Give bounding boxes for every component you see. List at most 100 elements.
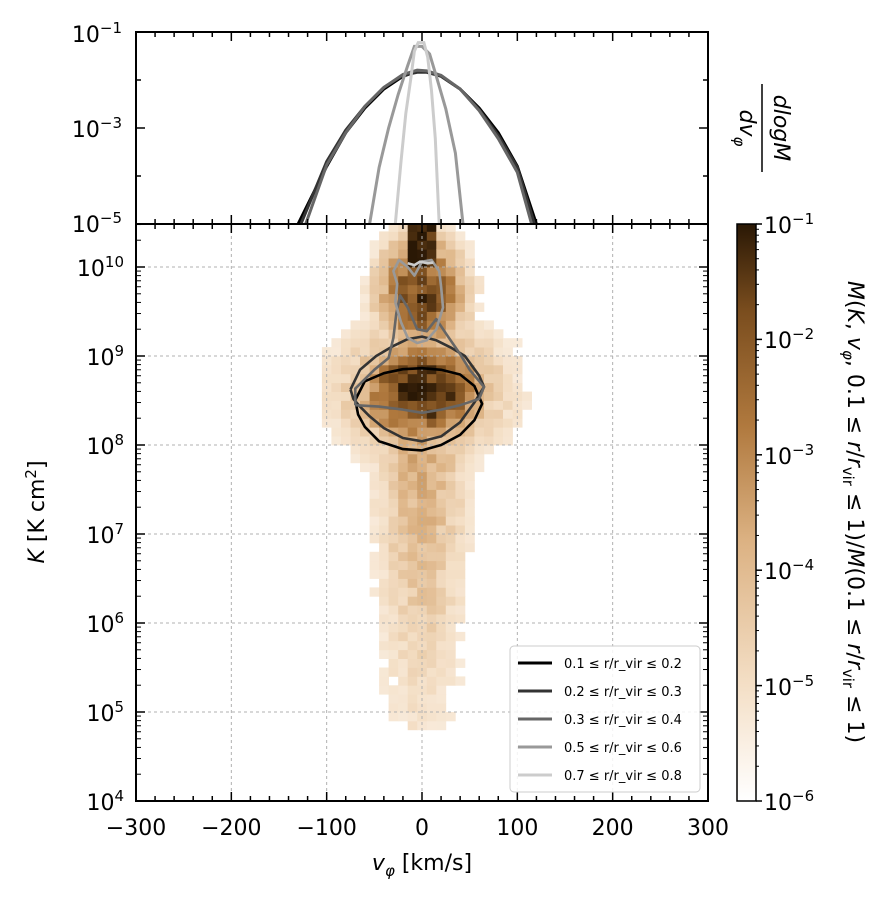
heatmap-bin — [407, 649, 418, 659]
heatmap-bin — [464, 418, 475, 428]
heatmap-bin — [407, 560, 418, 570]
heatmap-bin — [455, 525, 466, 535]
heatmap-bin — [407, 720, 418, 731]
heatmap-bin — [436, 587, 447, 597]
heatmap-bin — [407, 703, 418, 713]
heatmap-bin — [388, 400, 399, 410]
heatmap-bin — [398, 542, 409, 553]
heatmap-bin — [398, 631, 409, 642]
heatmap-bin — [445, 329, 456, 339]
heatmap-bin — [474, 329, 485, 339]
heatmap-bin — [503, 436, 513, 446]
heatmap-bin — [341, 409, 351, 419]
heatmap-bin — [426, 224, 437, 232]
heatmap-bin — [436, 569, 447, 579]
legend-label-3: 0.3 ≤ r/r_vir ≤ 0.4 — [564, 713, 682, 728]
heatmap-bin — [360, 453, 370, 464]
heatmap-bin — [484, 373, 494, 384]
heatmap-bin — [331, 409, 342, 419]
heatmap-bin — [484, 418, 494, 428]
heatmap-bin — [379, 462, 389, 473]
top-ytick-label-1e-3: 10−3 — [72, 114, 122, 143]
heatmap-bin — [388, 302, 399, 312]
heatmap-bin — [503, 373, 513, 384]
heatmap-bin — [493, 373, 504, 384]
heatmap-bin — [445, 471, 456, 481]
heatmap-bin — [436, 712, 447, 722]
heatmap-bin — [484, 320, 494, 330]
heatmap-bin — [407, 231, 418, 241]
heatmap-bin — [522, 400, 532, 410]
heatmap-bin — [464, 462, 475, 473]
heatmap-bin — [464, 382, 475, 392]
heatmap-bin — [398, 329, 409, 339]
heatmap-bin — [436, 436, 447, 446]
heatmap-bin — [455, 240, 466, 250]
heatmap-bin — [388, 516, 399, 526]
heatmap-bin — [407, 623, 418, 633]
heatmap-bin — [379, 587, 389, 597]
heatmap-bin — [331, 418, 342, 428]
heatmap-bin — [436, 534, 447, 544]
heatmap-bin — [407, 489, 418, 499]
heatmap-bin — [436, 462, 447, 473]
heatmap-bin — [455, 596, 466, 606]
heatmap-bin — [398, 569, 409, 579]
contour-4 — [392, 258, 445, 345]
heatmap-bin — [360, 391, 370, 401]
heatmap-bin — [464, 329, 475, 339]
xtick-label: −200 — [201, 816, 261, 841]
heatmap-bin — [426, 525, 437, 535]
heatmap-bin — [417, 614, 428, 624]
colorbar-gradient — [736, 223, 757, 802]
heatmap-bin — [407, 498, 418, 508]
contour-5 — [407, 260, 434, 267]
heatmap-bin — [445, 400, 456, 410]
heatmap-bin — [388, 507, 399, 517]
heatmap-bin — [398, 667, 409, 677]
heatmap-bin — [388, 623, 399, 633]
heatmap-bin — [388, 569, 399, 579]
legend-label-1: 0.1 ≤ r/r_vir ≤ 0.2 — [564, 657, 682, 672]
colorbar-label: M(K, vφ, 0.1 ≤ r/rvir ≤ 1)/M(0.1 ≤ r/rvi… — [839, 281, 867, 743]
heatmap-bin — [398, 400, 409, 410]
heatmap-bin — [398, 302, 409, 312]
heatmap-bin — [417, 356, 428, 366]
heatmap-bin — [341, 373, 351, 384]
heatmap-bin — [426, 284, 437, 295]
heatmap-bin — [445, 293, 456, 303]
heatmap-bin — [379, 382, 389, 392]
heatmap-bin — [455, 551, 466, 562]
heatmap-bin — [379, 631, 389, 642]
heatmap-bin — [445, 534, 456, 544]
heatmap-bin — [464, 480, 475, 490]
contour-3 — [354, 294, 486, 415]
heatmap-bin — [388, 364, 399, 375]
heatmap-bin — [379, 427, 389, 437]
heatmap-bin — [379, 676, 389, 686]
heatmap-bin — [379, 623, 389, 633]
heatmap-bin — [445, 489, 456, 499]
heatmap-bin — [417, 560, 428, 570]
heatmap-bin — [426, 400, 437, 410]
heatmap-bin — [455, 569, 466, 579]
heatmap-bin — [379, 373, 389, 384]
heatmap-bin — [455, 302, 466, 312]
heatmap-bin — [331, 347, 342, 357]
heatmap-bin — [398, 525, 409, 535]
heatmap-bin — [464, 347, 475, 357]
heatmap-bin — [341, 364, 351, 375]
heatmap-bin — [493, 418, 504, 428]
top-profile-line-4 — [368, 44, 465, 224]
heatmap-bin — [407, 658, 418, 668]
heatmap-bin — [379, 453, 389, 464]
heatmap-bin — [350, 427, 361, 437]
heatmap-bin — [436, 685, 447, 695]
heatmap-bin — [445, 507, 456, 517]
heatmap-bin — [350, 436, 361, 446]
heatmap-bin — [388, 258, 399, 268]
heatmap-bin — [445, 658, 456, 668]
heatmap-bin — [341, 338, 351, 348]
heatmap-bin — [436, 703, 447, 713]
contour-1 — [354, 366, 484, 452]
